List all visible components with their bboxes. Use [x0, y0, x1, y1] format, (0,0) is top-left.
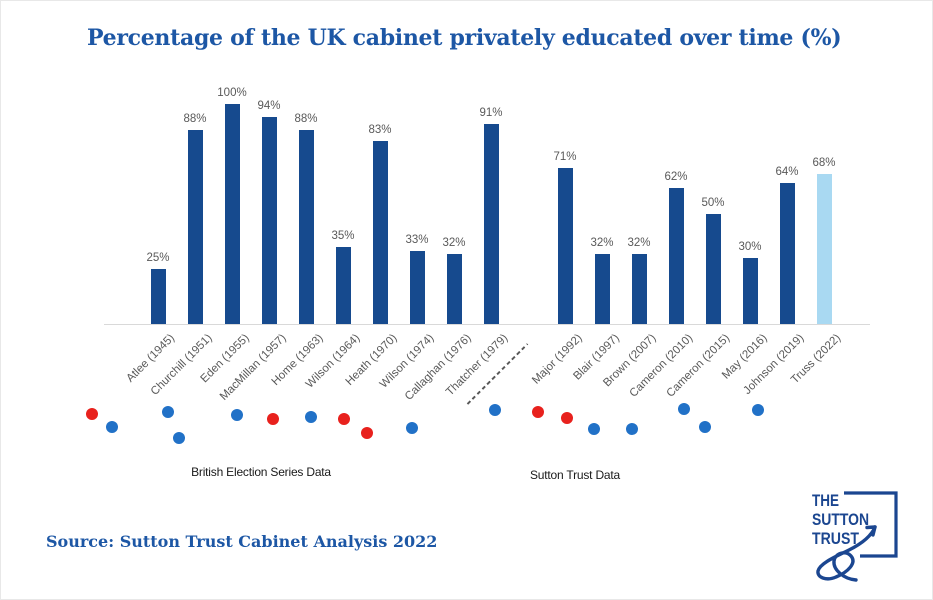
bar-highlighted [816, 174, 832, 324]
bar-value-label: 88% [294, 113, 318, 125]
bar [705, 214, 721, 324]
bar [742, 258, 758, 324]
bar-value-label: 88% [183, 113, 207, 125]
logo-text-the: THE [812, 491, 839, 510]
bar [261, 117, 277, 324]
source-note: Source: Sutton Trust Cabinet Analysis 20… [46, 532, 438, 551]
party-dot-conservative [678, 403, 690, 415]
party-dot-conservative [752, 404, 764, 416]
party-dot-labour [86, 408, 98, 420]
sutton-trust-logo: THE SUTTON TRUST [812, 491, 898, 582]
party-dot-conservative [231, 409, 243, 421]
bar [668, 188, 684, 324]
x-axis-label: MacMillan (1957) [217, 332, 289, 403]
party-dot-labour [532, 406, 544, 418]
bar-value-label: 71% [553, 151, 577, 163]
party-dot-conservative [162, 406, 174, 418]
logo-swirl-icon [816, 525, 877, 582]
bar [594, 254, 610, 324]
bar-value-label: 25% [146, 252, 170, 264]
bar-value-label: 83% [368, 124, 392, 136]
party-dot-labour [267, 413, 279, 425]
bar-value-label: 33% [405, 234, 429, 246]
bar [779, 183, 795, 324]
bar [150, 269, 166, 324]
bar [372, 141, 388, 324]
party-dot-conservative [305, 411, 317, 423]
bar [446, 254, 462, 324]
party-dot-conservative [406, 422, 418, 434]
bar-value-label: 100% [217, 87, 247, 99]
bar-value-label: 91% [479, 107, 503, 119]
bar [483, 124, 499, 324]
party-dot-labour [561, 412, 573, 424]
bar-value-label: 30% [738, 241, 762, 253]
group-caption-british-election-series: British Election Series Data [191, 465, 331, 479]
bar [298, 130, 314, 324]
logo-text-sutton: SUTTON [812, 510, 869, 529]
bar-value-label: 50% [701, 197, 725, 209]
bar-value-label: 64% [775, 166, 799, 178]
party-dot-conservative [699, 421, 711, 433]
party-dot-labour [338, 413, 350, 425]
logo-square-outline [844, 491, 898, 558]
party-dot-conservative [588, 423, 600, 435]
bar [187, 130, 203, 324]
bar-value-label: 62% [664, 171, 688, 183]
party-dot-conservative [106, 421, 118, 433]
group-caption-sutton-trust: Sutton Trust Data [530, 468, 620, 482]
bar-value-label: 32% [442, 237, 466, 249]
bar-value-label: 32% [627, 237, 651, 249]
party-dot-conservative [173, 432, 185, 444]
bar-value-label: 68% [812, 157, 836, 169]
party-dot-conservative [626, 423, 638, 435]
x-axis-label: Callaghan (1976) [402, 332, 474, 403]
bar [631, 254, 647, 324]
x-axis-line [104, 324, 870, 325]
bar [557, 168, 573, 324]
chart-title: Percentage of the UK cabinet privately e… [87, 25, 842, 51]
bar [224, 104, 240, 324]
bar-value-label: 94% [257, 100, 281, 112]
party-dot-conservative [489, 404, 501, 416]
bar [335, 247, 351, 324]
logo-text-trust: TRUST [812, 529, 860, 548]
bar-value-label: 32% [590, 237, 614, 249]
party-dot-labour [361, 427, 373, 439]
bar [409, 251, 425, 324]
bar-value-label: 35% [331, 230, 355, 242]
